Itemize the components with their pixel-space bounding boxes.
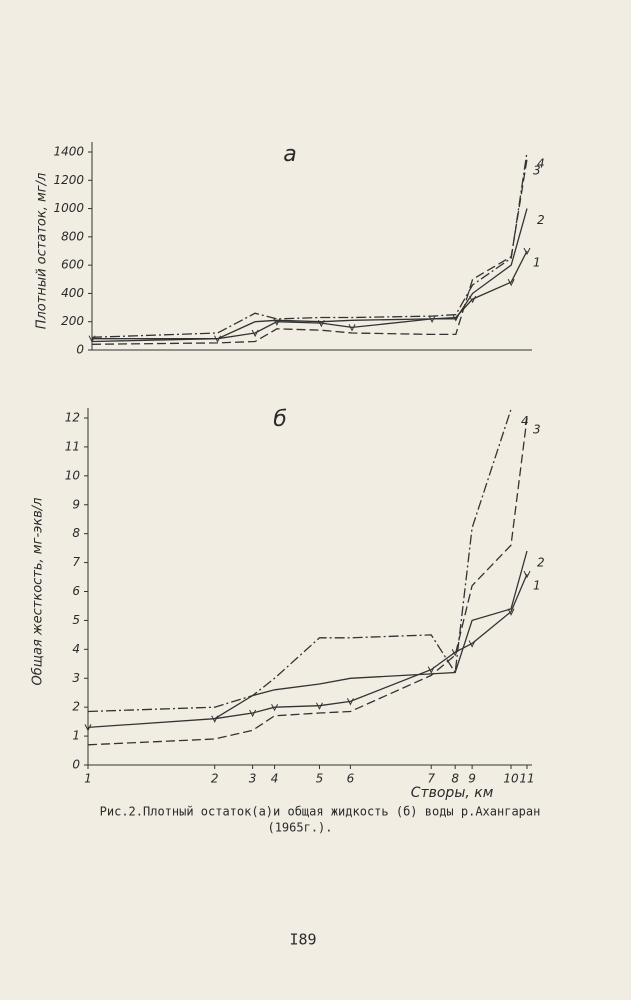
series-label: 1 [533, 579, 541, 593]
y-tick-label: 200 [61, 314, 84, 328]
series-label: 4 [521, 414, 529, 428]
x-tick-label: 1 [84, 772, 92, 786]
point-marker [271, 703, 279, 712]
series-line [91, 151, 528, 338]
y-tick-label: 600 [61, 258, 84, 272]
series-label: 1 [533, 256, 541, 270]
point-marker [316, 702, 323, 710]
y-tick-label: 6 [72, 584, 80, 598]
y-tick-label: 8 [72, 526, 80, 540]
chart-title: а [283, 142, 296, 167]
series-line [91, 208, 528, 343]
caption: Рис.2.Плотный остаток(а)и общая жидкость… [100, 805, 541, 819]
y-tick-label: 1200 [53, 173, 84, 187]
x-tick-label: 4 [271, 772, 279, 786]
x-tick-label: 2 [211, 772, 219, 786]
y-tick-label: 5 [72, 613, 80, 627]
point-marker [428, 315, 436, 324]
point-marker [469, 295, 477, 304]
y-tick-label: 9 [72, 497, 80, 511]
y-tick-label: 2 [72, 700, 80, 714]
series-line [214, 550, 528, 720]
y-tick-label: 0 [72, 758, 80, 772]
series-label: 3 [533, 423, 541, 437]
series-line [91, 158, 528, 345]
series-label: 2 [537, 213, 545, 227]
x-axis-label: Створы, км [411, 785, 494, 801]
series-line [87, 417, 528, 746]
point-marker [507, 608, 515, 616]
series-line [92, 250, 528, 340]
x-tick-label: 10 [503, 772, 519, 786]
y-axis-label: Плотный остаток, мг/л [35, 173, 50, 330]
point-marker [427, 666, 435, 674]
point-marker [249, 709, 257, 718]
point-marker [468, 640, 476, 648]
y-tick-label: 0 [76, 343, 84, 357]
y-tick-label: 4 [72, 642, 80, 656]
series-label: 2 [537, 556, 545, 570]
y-tick-label: 400 [61, 286, 84, 300]
y-tick-label: 12 [65, 411, 80, 425]
x-tick-label: 11 [519, 772, 534, 786]
x-tick-label: 6 [347, 772, 355, 786]
x-tick-label: 3 [249, 772, 257, 786]
series-label: 4 [537, 157, 545, 171]
series-label: 3 [533, 164, 541, 178]
point-marker [348, 324, 356, 332]
y-tick-label: 1 [72, 729, 80, 743]
x-tick-label: 9 [468, 772, 476, 786]
y-axis-label: Общая жесткость, мг-экв/л [31, 498, 46, 686]
point-marker [346, 698, 354, 706]
series-line [87, 409, 512, 713]
x-tick-label: 5 [316, 772, 324, 786]
y-tick-label: 11 [65, 439, 80, 453]
series-line [87, 573, 528, 729]
chart-title: б [273, 407, 287, 432]
y-tick-label: 1400 [53, 145, 84, 159]
y-tick-label: 3 [72, 671, 80, 685]
y-tick-label: 800 [61, 229, 84, 243]
y-tick-label: 10 [65, 468, 81, 482]
point-marker [523, 570, 531, 579]
point-marker [251, 329, 259, 338]
y-tick-label: 7 [72, 555, 80, 569]
x-tick-label: 7 [427, 772, 435, 786]
page-number: I89 [289, 931, 316, 949]
point-marker [84, 724, 92, 732]
caption: (1965г.). [267, 821, 332, 835]
point-marker [507, 278, 515, 287]
point-marker [523, 247, 531, 256]
x-tick-label: 8 [451, 772, 459, 786]
y-tick-label: 1000 [53, 201, 84, 215]
